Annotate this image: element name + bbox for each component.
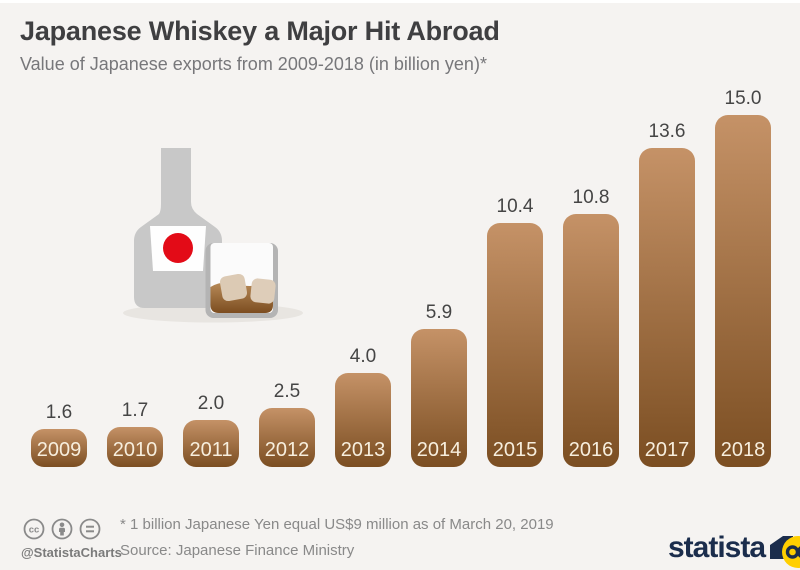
source-text: Source: Japanese Finance Ministry: [120, 542, 355, 559]
bar-category-label: 2010: [112, 439, 158, 461]
bar-group-2014: 5.9 2014: [411, 302, 467, 467]
whiskey-glass-icon: [205, 243, 278, 318]
bar-group-2013: 4.0 2013: [335, 346, 391, 467]
bar-value-label: 15.0: [724, 88, 762, 109]
bar-2011: 2011: [183, 420, 239, 467]
cc-icon: cc: [23, 518, 45, 540]
bar-group-2018: 15.0 2018: [715, 88, 771, 467]
statista-logo-mark-icon: [770, 536, 800, 568]
equal-icon: [79, 518, 101, 540]
bar-group-2016: 10.8 2016: [563, 187, 619, 467]
bar-value-label: 10.8: [572, 187, 610, 208]
bar-value-label: 4.0: [349, 346, 377, 367]
ice-cube-icon: [219, 273, 248, 302]
svg-text:cc: cc: [29, 525, 40, 536]
bar-2014: 2014: [411, 329, 467, 467]
statista-wordmark: statista: [668, 531, 766, 564]
ice-cube-icon: [250, 278, 276, 304]
bar-chart: 1.6 2009 1.7 2010 2.0 2011 2.5 2012 4.0 2013 5.9 20…: [0, 88, 800, 467]
bar-value-label: 1.6: [45, 402, 73, 423]
bar-value-label: 10.4: [496, 196, 534, 217]
bar-2012: 2012: [259, 408, 315, 467]
japan-flag-circle: [163, 233, 193, 263]
bar-value-label: 5.9: [425, 302, 453, 323]
bar-category-label: 2016: [568, 439, 614, 461]
bar-value-label: 2.0: [197, 393, 225, 414]
bar-group-2012: 2.5 2012: [259, 381, 315, 467]
bar-group-2015: 10.4 2015: [487, 196, 543, 467]
chart-title: Japanese Whiskey a Major Hit Abroad: [20, 16, 500, 46]
bar-2015: 2015: [487, 223, 543, 467]
statista-logo: statista: [668, 531, 800, 569]
bar-2010: 2010: [107, 427, 163, 467]
bar-2009: 2009: [31, 429, 87, 467]
bar-value-label: 2.5: [273, 381, 301, 402]
bar-category-label: 2018: [720, 439, 766, 461]
bar-category-label: 2015: [492, 439, 538, 461]
bar-group-2017: 13.6 2017: [639, 121, 695, 467]
bar-2013: 2013: [335, 373, 391, 467]
bar-category-label: 2009: [36, 439, 82, 461]
bar-group-2010: 1.7 2010: [107, 400, 163, 467]
chart-subtitle: Value of Japanese exports from 2009-2018…: [20, 54, 487, 74]
bar-2017: 2017: [639, 148, 695, 467]
footnote-text: * 1 billion Japanese Yen equal US$9 mill…: [120, 516, 554, 533]
bar-2018: 2018: [715, 115, 771, 467]
top-border-strip: [0, 0, 800, 3]
bar-value-label: 1.7: [121, 400, 149, 421]
bar-group-2011: 2.0 2011: [183, 393, 239, 467]
attribution-person-icon: [51, 518, 73, 540]
bar-group-2009: 1.6 2009: [31, 402, 87, 467]
bar-value-label: 13.6: [648, 121, 686, 142]
creative-commons-icons: cc: [22, 517, 102, 541]
bar-category-label: 2011: [189, 439, 233, 461]
bar-2016: 2016: [563, 214, 619, 467]
statista-charts-handle: @StatistaCharts: [21, 545, 122, 560]
bar-category-label: 2012: [264, 439, 310, 461]
whiskey-bottle-and-glass-illustration: [123, 148, 303, 323]
footnote-block: * 1 billion Japanese Yen equal US$9 mill…: [120, 512, 554, 564]
bar-category-label: 2014: [416, 439, 462, 461]
bar-category-label: 2017: [644, 439, 690, 461]
bar-category-label: 2013: [340, 439, 386, 461]
header: Japanese Whiskey a Major Hit Abroad Valu…: [20, 16, 500, 75]
